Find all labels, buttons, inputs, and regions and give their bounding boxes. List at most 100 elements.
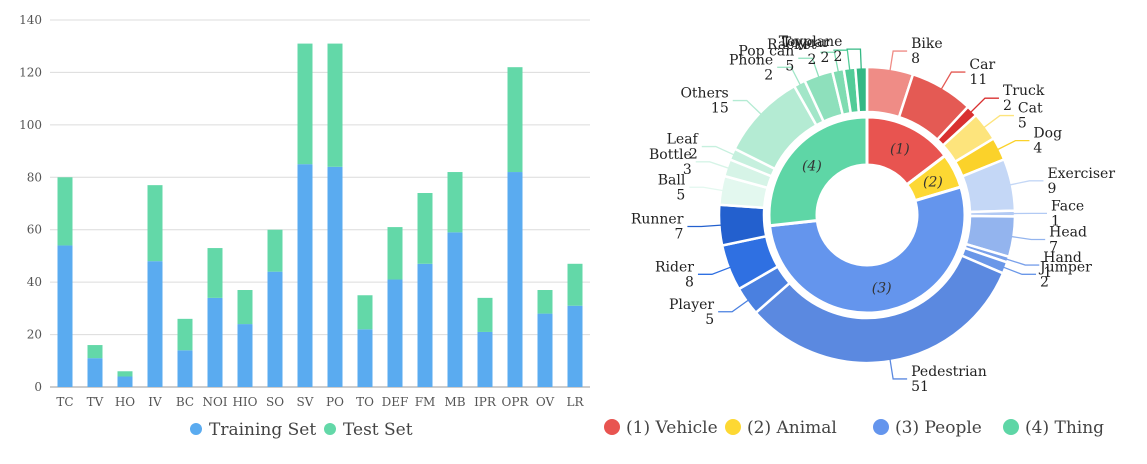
bar-test-segment (508, 67, 523, 172)
leader-line (718, 300, 748, 312)
outer-segment-name: Toyplane (779, 34, 843, 50)
inner-ring-label: (4) (802, 159, 822, 175)
leader-line (998, 141, 1030, 150)
outer-segment-name: Face (1051, 198, 1084, 214)
bar-test-segment (298, 44, 313, 165)
outer-segment-value: 8 (685, 274, 694, 290)
bar-test-segment (238, 290, 253, 324)
outer-segment-name: Others (680, 86, 728, 102)
x-category-label: FM (415, 395, 436, 409)
outer-segment-value: 5 (785, 58, 794, 74)
x-category-label: SV (297, 395, 314, 409)
legend-marker-animal (725, 419, 741, 435)
leader-line (1011, 237, 1045, 240)
outer-segment-value: 3 (683, 162, 692, 178)
leader-line (696, 162, 729, 168)
bar-test-segment (118, 371, 133, 376)
outer-segment-name: Dog (1033, 126, 1062, 142)
bar-training-segment (508, 172, 523, 387)
bar-training-segment (148, 261, 163, 387)
outer-segment-name: Player (669, 297, 714, 313)
bar-training-segment (178, 350, 193, 387)
y-tick-label: 0 (34, 380, 42, 394)
outer-segment-name: Jumper (1038, 259, 1092, 275)
bar-test-segment (538, 290, 553, 314)
x-category-label: OV (536, 395, 555, 409)
x-category-label: SO (266, 395, 284, 409)
leader-line (971, 98, 999, 112)
bar-training-segment (238, 324, 253, 387)
legend-label-thing: (4) Thing (1025, 418, 1104, 438)
x-category-label: TC (56, 395, 73, 409)
outer-segment-name: Ball (658, 172, 686, 188)
outer-segment-name: Runner (631, 211, 684, 227)
leader-line (890, 359, 907, 379)
bar-training-segment (118, 377, 133, 387)
bar-test-segment (478, 298, 493, 332)
bar-training-segment (418, 264, 433, 387)
outer-segment-name: Bike (911, 36, 943, 52)
x-category-label: MB (444, 395, 465, 409)
x-category-label: HO (115, 395, 135, 409)
bar-training-segment (88, 358, 103, 387)
outer-segment-value: 4 (1033, 141, 1042, 157)
legend-marker-thing (1003, 419, 1019, 435)
outer-segment-name: Bottle (649, 147, 692, 163)
outer-segment-name: Rider (655, 259, 694, 275)
outer-segment-value: 8 (911, 51, 920, 67)
outer-segment-value: 9 (1047, 181, 1056, 197)
leader-line (702, 147, 734, 155)
outer-segment-name: Exerciser (1047, 166, 1115, 182)
y-tick-label: 20 (27, 328, 42, 342)
outer-segment-value: 2 (834, 49, 843, 65)
legend-marker-people (873, 419, 889, 435)
leader-line (689, 187, 723, 190)
outer-segment-name: Leaf (667, 132, 700, 148)
outer-segment-value: 7 (674, 226, 683, 242)
legend-label-test: Test Set (343, 420, 413, 440)
bar-training-segment (478, 332, 493, 387)
legend-marker-test (324, 423, 336, 435)
legend-label-animal: (2) Animal (747, 418, 837, 438)
outer-segment-name: Truck (1003, 83, 1045, 99)
outer-segment-name: Pedestrian (911, 364, 987, 380)
bar-training-segment (298, 164, 313, 387)
x-category-label: IPR (474, 395, 497, 409)
bar-test-segment (418, 193, 433, 264)
x-category-label: OPR (502, 395, 530, 409)
y-tick-label: 40 (27, 275, 42, 289)
leader-line (890, 51, 907, 71)
inner-ring-label: (3) (872, 281, 892, 297)
bar-test-segment (358, 295, 373, 329)
outer-segment-name: Head (1049, 225, 1087, 241)
x-category-label: HIO (232, 395, 257, 409)
legend-marker-training (190, 423, 202, 435)
x-category-label: DEF (382, 395, 409, 409)
outer-segment-value: 2 (1040, 274, 1049, 290)
x-category-label: IV (148, 395, 162, 409)
bar-test-segment (208, 248, 223, 298)
bar-training-segment (58, 245, 73, 387)
outer-segment-value: 11 (969, 72, 987, 88)
bar-training-segment (328, 167, 343, 387)
bar-training-segment (388, 280, 403, 387)
bar-test-segment (448, 172, 463, 232)
outer-segment-value: 15 (711, 101, 729, 117)
bar-test-segment (268, 230, 283, 272)
outer-segment-name: Cat (1018, 101, 1043, 117)
leader-line (687, 225, 721, 226)
y-tick-label: 80 (27, 170, 42, 184)
bar-test-segment (388, 227, 403, 279)
legend-label-training: Training Set (209, 420, 316, 440)
bar-training-segment (268, 272, 283, 387)
legend-marker-vehicle (604, 419, 620, 435)
outer-segment-name: Car (969, 57, 995, 73)
leader-line (1003, 267, 1036, 274)
outer-segment-value: 2 (807, 52, 816, 68)
outer-segment-value: 2 (764, 67, 773, 83)
outer-segment-value: 2 (1003, 98, 1012, 114)
x-category-label: TO (356, 395, 374, 409)
